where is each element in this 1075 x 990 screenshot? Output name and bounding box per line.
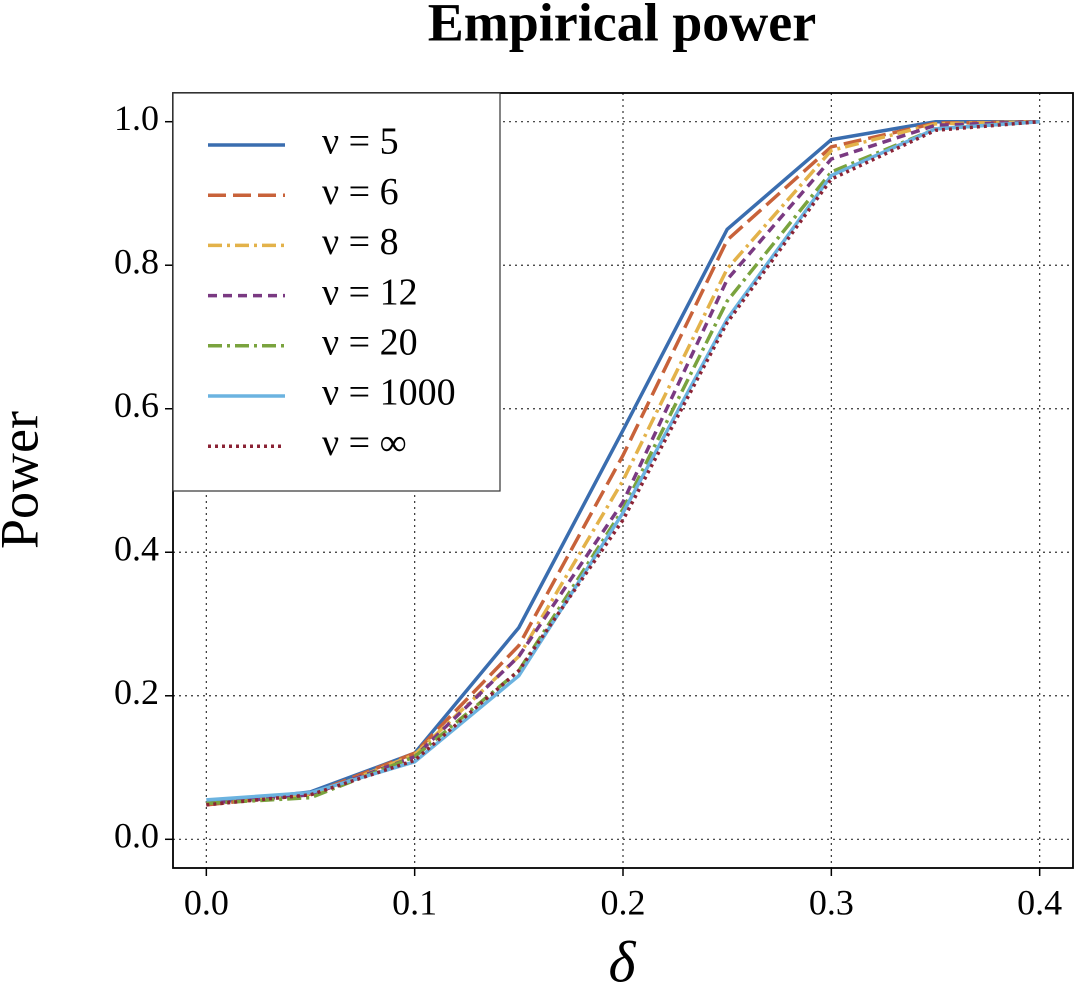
y-tick-label: 0.0 bbox=[114, 816, 159, 856]
y-tick-label: 0.6 bbox=[114, 385, 159, 425]
legend-label: ν = ∞ bbox=[322, 422, 407, 464]
series-line bbox=[206, 119, 1040, 807]
y-axis-label: Power bbox=[0, 411, 49, 549]
x-tick-label: 0.1 bbox=[392, 882, 437, 922]
legend-label: ν = 5 bbox=[322, 121, 399, 163]
legend-box bbox=[172, 92, 501, 492]
chart-title: Empirical power bbox=[428, 0, 816, 52]
x-tick-label: 0.4 bbox=[1017, 882, 1062, 922]
legend-label: ν = 6 bbox=[322, 171, 399, 213]
x-axis-label: δ bbox=[609, 929, 637, 990]
x-tick-label: 0.2 bbox=[601, 882, 646, 922]
legend-label: ν = 20 bbox=[322, 322, 418, 364]
y-tick-label: 0.2 bbox=[114, 672, 159, 712]
legend-label: ν = 12 bbox=[322, 271, 418, 313]
y-tick-label: 0.8 bbox=[114, 241, 159, 281]
y-tick-label: 0.4 bbox=[114, 529, 159, 569]
legend-label: ν = 8 bbox=[322, 221, 399, 263]
x-tick-label: 0.0 bbox=[184, 882, 229, 922]
legend-label: ν = 1000 bbox=[322, 372, 456, 414]
y-tick-label: 1.0 bbox=[114, 98, 159, 138]
x-tick-label: 0.3 bbox=[809, 882, 854, 922]
